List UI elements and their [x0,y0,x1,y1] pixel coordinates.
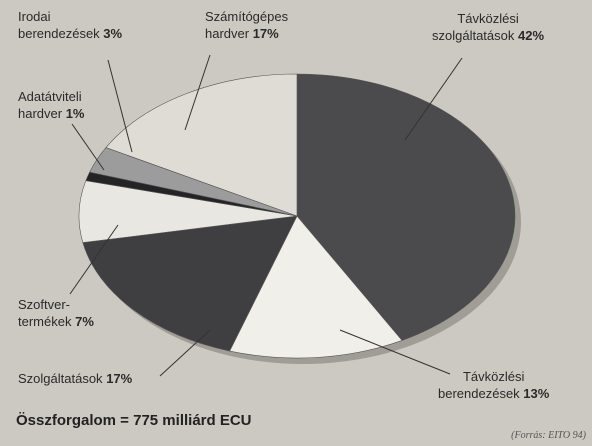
slice-value: 13% [523,386,550,401]
pie-slice [229,215,403,359]
pie-slice [105,73,298,217]
slices [78,73,516,359]
slice-label: Irodai berendezések 3% [18,8,122,42]
source-note: (Forrás: EITO 94) [511,430,586,441]
leader-line [404,57,463,141]
slice-label: Adatátviteli hardver 1% [18,88,85,122]
slice-label: Távközlési szolgáltatások 42% [432,10,544,44]
slice-value: 42% [518,28,545,43]
slice-value: 17% [252,26,279,41]
slice-label: Szoftver- termékek 7% [18,296,94,330]
slice-value: 3% [103,26,123,41]
pie-slice [296,73,516,341]
leader-line [107,59,133,153]
leader-line [159,329,211,377]
leader-line [339,329,451,375]
slice-value: 7% [75,314,94,329]
pie-slice [82,215,298,352]
slice-label: Távközlési berendezések 13% [438,368,549,402]
slice-label: Szolgáltatások 17% [18,370,132,387]
leader-line [184,54,211,131]
slice-name: Távközlési berendezések [438,369,525,401]
slice-name: Távközlési szolgáltatások [432,11,519,43]
slice-name: Számítógépes hardver [205,9,289,41]
slice-name: Szoftver- termékek [18,297,72,329]
slice-name: Irodai berendezések [18,9,100,41]
leader-line [69,224,119,295]
slice-name: Szolgáltatások [18,371,103,386]
slice-label: Számítógépes hardver 17% [205,8,288,42]
leader-line [71,123,105,171]
slice-value: 1% [65,106,85,121]
total-note: Összforgalom = 775 milliárd ECU [16,412,252,429]
slice-value: 17% [106,371,133,386]
slice-name: Adatátviteli hardver [18,89,82,121]
